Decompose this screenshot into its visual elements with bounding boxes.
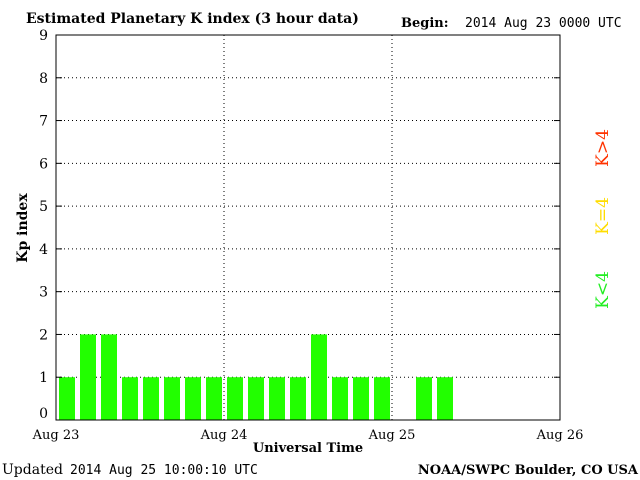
y-tick-label: 3 bbox=[39, 285, 48, 301]
kp-bar bbox=[59, 377, 75, 420]
legend-entry: K=4 bbox=[593, 197, 613, 235]
bar-series bbox=[59, 334, 453, 420]
kp-bar bbox=[332, 377, 348, 420]
y-tick-label: 9 bbox=[39, 28, 48, 44]
y-axis-label: Kp index bbox=[15, 193, 31, 263]
kp-bar bbox=[353, 377, 369, 420]
kp-bar bbox=[311, 334, 327, 420]
kp-bar bbox=[290, 377, 306, 420]
x-tick-label: Aug 26 bbox=[536, 428, 584, 443]
kp-bar bbox=[122, 377, 138, 420]
kp-bar bbox=[143, 377, 159, 420]
kp-bar bbox=[227, 377, 243, 420]
updated-value: 2014 Aug 25 10:00:10 UTC bbox=[70, 463, 258, 478]
plot-frame bbox=[55, 34, 561, 421]
x-tick-label: Aug 24 bbox=[200, 428, 248, 443]
x-axis-ticks: Aug 23 Aug 24 Aug 25 Aug 26 bbox=[32, 428, 584, 443]
kp-bar bbox=[437, 377, 453, 420]
chart-title: Estimated Planetary K index (3 hour data… bbox=[26, 11, 359, 27]
x-axis-label: Universal Time bbox=[253, 441, 363, 456]
kp-bar bbox=[374, 377, 390, 420]
y-tick-label: 4 bbox=[39, 242, 48, 258]
kp-bar bbox=[269, 377, 285, 420]
updated-label: Updated bbox=[2, 462, 63, 478]
y-tick-label: 1 bbox=[39, 370, 48, 386]
kp-bar bbox=[101, 334, 117, 420]
y-tick-label: 8 bbox=[39, 71, 48, 87]
y-tick-label: 5 bbox=[39, 199, 48, 215]
kp-bar bbox=[185, 377, 201, 420]
y-tick-label: 6 bbox=[39, 156, 48, 172]
kp-bar bbox=[416, 377, 432, 420]
kp-bar bbox=[80, 334, 96, 420]
credit-text: NOAA/SWPC Boulder, CO USA bbox=[418, 463, 639, 478]
begin-value: 2014 Aug 23 0000 UTC bbox=[465, 16, 622, 31]
x-tick-label: Aug 25 bbox=[368, 428, 416, 443]
begin-label: Begin: bbox=[401, 16, 449, 31]
legend-entry: K<4 bbox=[593, 271, 613, 309]
legend-entry: K>4 bbox=[593, 129, 613, 167]
legend: K>4 K=4 K<4 bbox=[593, 129, 613, 309]
kp-bar bbox=[164, 377, 180, 420]
x-tick-label: Aug 23 bbox=[32, 428, 80, 443]
y-axis-ticks: 0 1 2 3 4 5 6 7 8 9 bbox=[39, 28, 560, 422]
kp-bar bbox=[206, 377, 222, 420]
y-tick-label: 2 bbox=[39, 327, 48, 343]
kp-bar bbox=[248, 377, 264, 420]
y-tick-label: 7 bbox=[39, 114, 48, 130]
y-tick-label: 0 bbox=[39, 406, 48, 422]
grid-lines bbox=[56, 35, 560, 420]
